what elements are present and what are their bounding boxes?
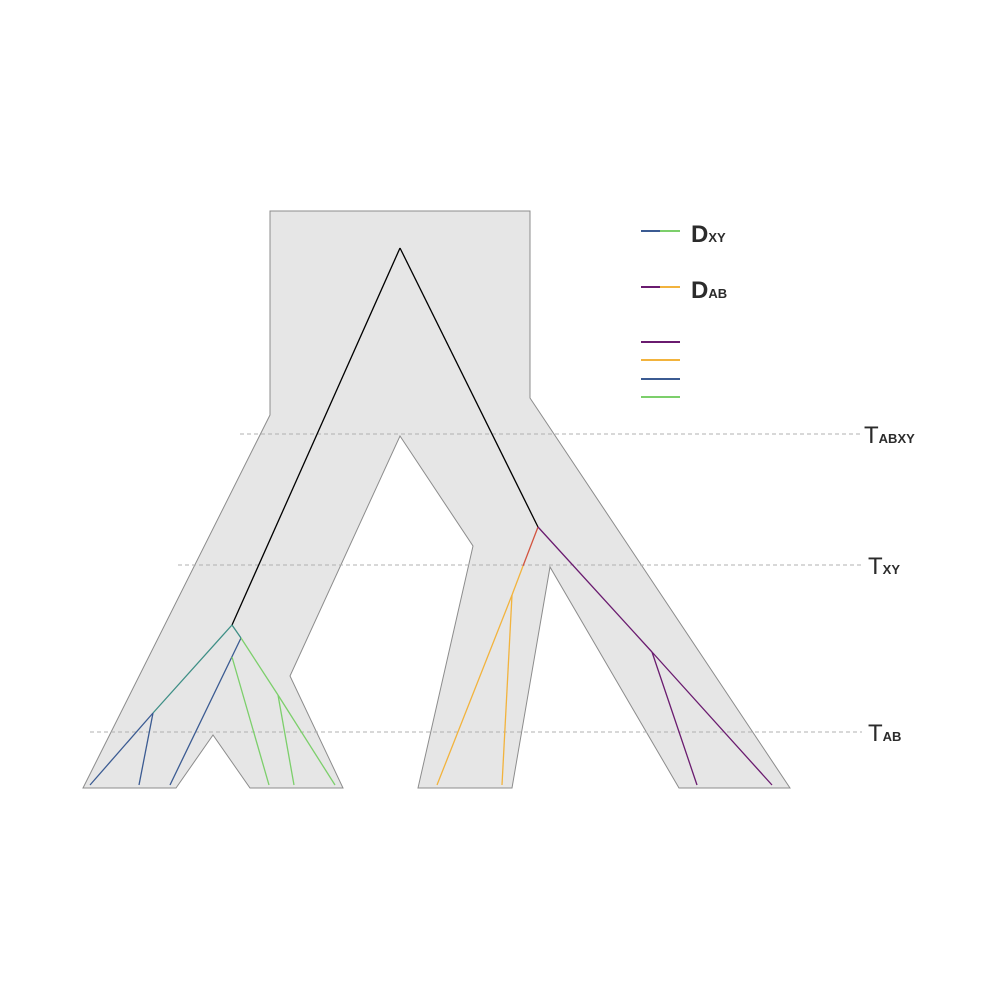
ancestral-branches [231, 247, 539, 626]
clade-ab [436, 526, 773, 786]
branch-a-1 [651, 651, 698, 786]
branch-x-3 [169, 637, 242, 786]
branch-root-to-ab [399, 247, 539, 528]
legend-dxy-label: DXY [691, 221, 726, 248]
legend: DXY DAB [641, 221, 727, 398]
legend-dab-label: DAB [691, 277, 727, 304]
branch-a-2 [651, 651, 773, 786]
branch-y-3 [277, 694, 336, 786]
time-label-tabxy: TABXY [864, 422, 915, 449]
branch-a-stem [537, 526, 653, 653]
branch-mixed-xy-left [152, 624, 233, 714]
branch-b-2 [501, 594, 513, 786]
clade-xy [89, 624, 336, 786]
branch-y-1 [231, 656, 270, 786]
branch-mixed-xy-right [231, 624, 242, 639]
time-label-txy: TXY [868, 553, 900, 580]
branch-root-to-xy [231, 247, 401, 626]
branch-y-2 [277, 694, 295, 786]
branch-x-1 [89, 712, 154, 786]
branch-b-1 [436, 594, 513, 786]
branch-mixed-ab [522, 526, 539, 567]
branch-b-stem [511, 565, 524, 596]
branch-x-2 [138, 712, 154, 786]
population-tree-shape [82, 210, 791, 789]
time-label-tab: TAB [868, 720, 901, 747]
branch-y-stem [240, 637, 279, 696]
